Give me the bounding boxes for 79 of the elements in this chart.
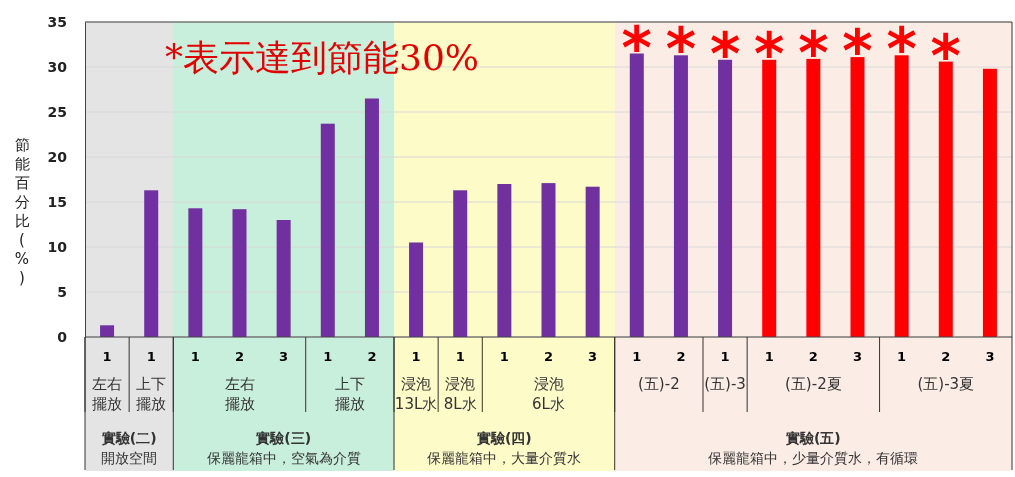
x-tick-label: 3 xyxy=(852,349,863,364)
data-label: * xyxy=(930,21,961,90)
data-label: * xyxy=(709,19,741,88)
y-tick-label: 35 xyxy=(47,13,67,30)
text: (五)-3 xyxy=(704,375,746,393)
text: (五)-2 xyxy=(638,375,680,393)
y-tick-label: 20 xyxy=(47,148,68,165)
bar xyxy=(850,57,865,337)
x-tick-label: 1 xyxy=(323,349,333,364)
text: 實驗(四) xyxy=(476,430,532,446)
text: (五)-2夏 xyxy=(785,375,842,393)
y-tick-label: 0 xyxy=(57,328,68,345)
text: 浸泡8L水 xyxy=(443,375,477,413)
text: 實驗(五) xyxy=(785,430,841,446)
x-tick-label: 2 xyxy=(543,349,554,364)
bar xyxy=(409,242,424,337)
text: 實驗(三) xyxy=(256,430,312,446)
bar xyxy=(100,325,115,337)
x-tick-label: 1 xyxy=(764,349,774,364)
text: 上下擺放 xyxy=(334,375,365,413)
x-tick-label: 1 xyxy=(102,349,112,364)
x-tick-label: 3 xyxy=(588,349,598,364)
bar xyxy=(188,208,203,337)
bar xyxy=(453,190,468,337)
text: 左右擺放 xyxy=(92,375,123,413)
x-tick-label: 3 xyxy=(985,349,995,364)
bar xyxy=(232,209,247,337)
text: 保麗龍箱中，大量介質水 xyxy=(427,450,582,466)
bar xyxy=(982,68,997,337)
data-label: * xyxy=(621,13,652,82)
text: 開放空間 xyxy=(101,450,158,466)
x-tick-label: 1 xyxy=(897,349,907,364)
text: 保麗龍箱中，空氣為介質 xyxy=(206,450,361,466)
data-label: * xyxy=(842,17,873,86)
x-tick-label: 1 xyxy=(455,349,465,364)
x-tick-label: 3 xyxy=(279,349,289,364)
y-tick-label: 10 xyxy=(47,238,68,255)
x-tick-label: 1 xyxy=(499,349,509,364)
data-label: * xyxy=(754,19,785,88)
data-label: * xyxy=(665,15,697,84)
bar xyxy=(585,186,600,337)
y-tick-label: 5 xyxy=(57,283,67,300)
bar xyxy=(894,55,909,337)
text: 上下擺放 xyxy=(136,375,167,413)
bar xyxy=(673,55,688,337)
annotation: *表示達到節能30% xyxy=(165,37,480,78)
x-tick-label: 1 xyxy=(720,349,730,364)
text: 左右擺放 xyxy=(224,375,255,413)
bar xyxy=(629,53,644,337)
bar xyxy=(541,183,556,337)
x-tick-label: 2 xyxy=(941,349,951,364)
data-label: * xyxy=(886,15,917,84)
bar xyxy=(806,58,821,337)
y-tick-label: 15 xyxy=(47,193,67,210)
x-tick-label: 1 xyxy=(632,349,642,364)
text: 保麗龍箱中，少量介質水，有循環 xyxy=(708,450,919,466)
bar xyxy=(762,59,777,337)
x-tick-label: 1 xyxy=(411,349,421,364)
text: 實驗(二) xyxy=(101,430,157,446)
y-tick-label: 30 xyxy=(47,58,68,75)
x-tick-label: 2 xyxy=(234,349,245,364)
x-tick-label: 1 xyxy=(190,349,200,364)
bar xyxy=(497,184,512,337)
y-tick-label: 25 xyxy=(47,103,67,120)
bar xyxy=(144,190,159,337)
bar xyxy=(320,123,335,337)
x-tick-label: 2 xyxy=(676,349,686,364)
x-tick-label: 2 xyxy=(367,349,377,364)
x-tick-label: 2 xyxy=(808,349,818,364)
y-axis-title: 節能百分比(%) xyxy=(14,136,30,287)
text: (五)-3夏 xyxy=(917,375,975,393)
text: 浸泡6L水 xyxy=(532,375,565,413)
bar xyxy=(364,98,379,337)
x-tick-label: 1 xyxy=(146,349,156,364)
bar xyxy=(718,59,733,337)
data-label: * xyxy=(798,18,829,87)
bar xyxy=(276,220,291,337)
bar xyxy=(938,61,953,337)
text: 浸泡13L水 xyxy=(394,375,438,413)
